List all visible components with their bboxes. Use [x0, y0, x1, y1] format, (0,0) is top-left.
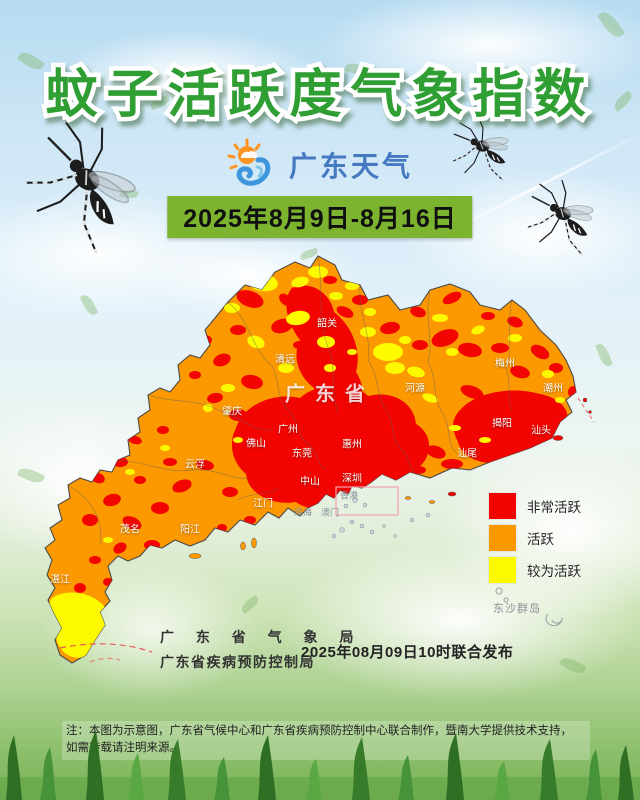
province-label: 广东省 — [285, 383, 375, 406]
legend-swatch-red — [489, 493, 516, 519]
legend-label: 非常活跃 — [527, 500, 581, 515]
poster-title: 蚊子活跃度气象指数 蚊子活跃度气象指数 — [0, 52, 640, 129]
coastal-islands — [188, 397, 592, 559]
legend-swatch-yellow — [489, 557, 516, 583]
dongsha-islands-sketch — [495, 587, 563, 627]
legend-swatch-orange — [489, 525, 516, 551]
poster-title-outline: 蚊子活跃度气象指数 — [41, 62, 595, 129]
maritime-boundary-dashes — [59, 397, 595, 663]
district-boundaries — [67, 256, 513, 545]
hongkong-inset-frame — [335, 486, 399, 516]
guangdong-weather-logo-icon — [227, 138, 271, 186]
publisher-org-cdc: 广东省疾病预防控制局 — [160, 654, 315, 670]
legend-row-active: 活跃 — [489, 525, 581, 551]
poster-title-text: 蚊子活跃度气象指数 — [45, 66, 595, 124]
legend-label: 活跃 — [527, 532, 554, 547]
legend-row-somewhat-active: 较为活跃 — [489, 557, 581, 583]
legend-row-very-active: 非常活跃 — [489, 493, 581, 519]
grass-foreground — [0, 730, 640, 800]
footnote: 注：本图为示意图，广东省气候中心和广东省疾病预防控制中心联合制作，暨南大学提供技… — [62, 721, 590, 760]
brand-name: 广东天气 — [288, 151, 413, 182]
legend: 非常活跃 活跃 较为活跃 — [489, 493, 581, 589]
publisher-org-meteorological: 广 东 省 气 象 局 — [160, 629, 363, 645]
footnote-line1: 注：本图为示意图，广东省气候中心和广东省疾病预防控制中心联合制作，暨南大学提供技… — [66, 725, 572, 737]
dongsha-islands-label: 东沙群岛 — [493, 603, 541, 615]
release-time: 2025年08月09日10时联合发布 — [301, 644, 514, 661]
publisher-block: 广 东 省 气 象 局 广东省疾病预防控制局 — [160, 627, 362, 672]
legend-label: 较为活跃 — [527, 564, 581, 579]
brand-logo: 广东天气 — [0, 138, 640, 192]
date-range-banner: 2025年8月9日-8月16日 — [167, 196, 473, 238]
